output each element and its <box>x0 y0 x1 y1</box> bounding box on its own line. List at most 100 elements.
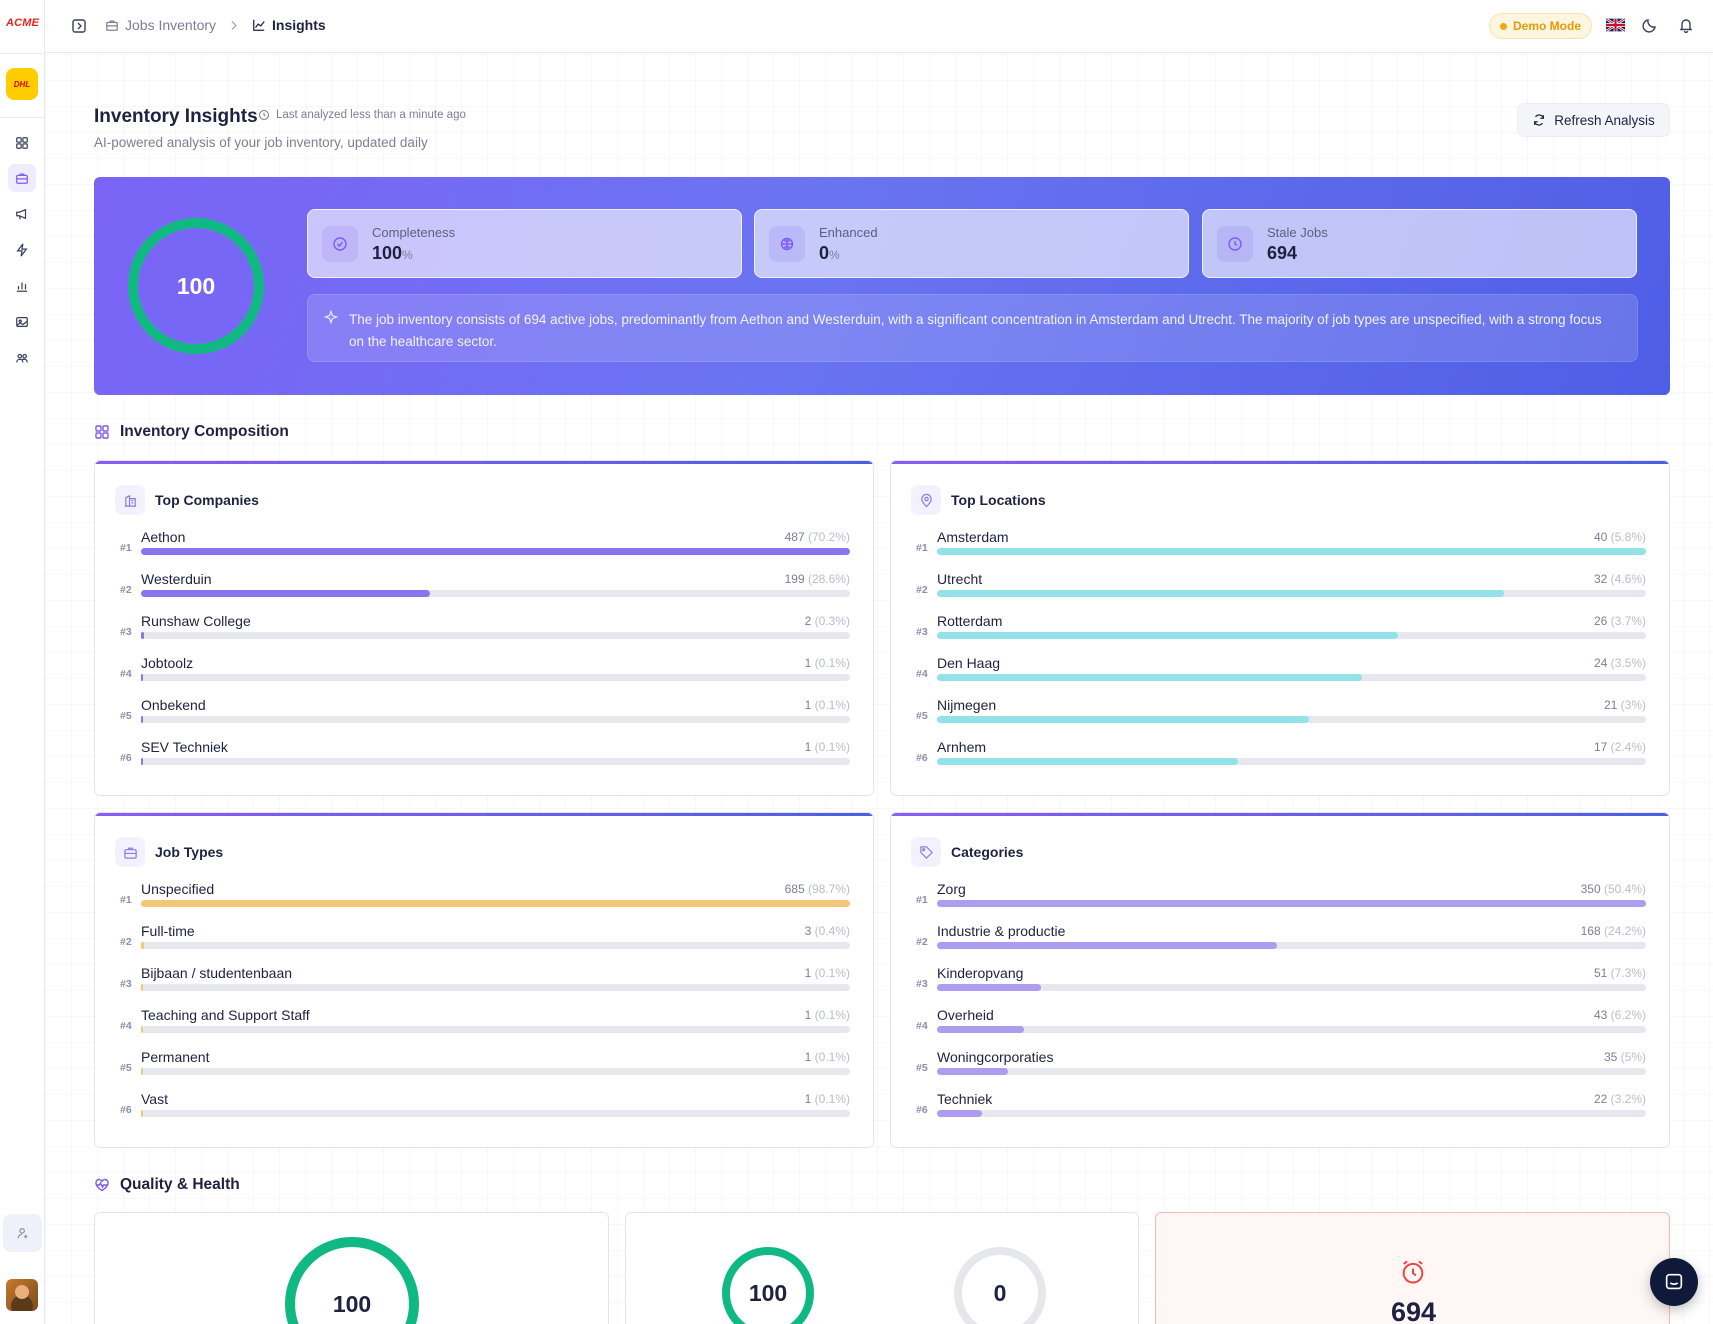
enhanced-label: Enhanced <box>819 225 878 240</box>
bar-chart-icon[interactable] <box>8 272 36 300</box>
progress-track <box>937 1068 1646 1075</box>
card-title: Job Types <box>115 837 223 867</box>
alarm-clock-icon <box>1402 1260 1424 1284</box>
rank: #2 <box>916 584 928 596</box>
item-count-value: 32 <box>1593 572 1608 586</box>
refresh-analysis-button[interactable]: Refresh Analysis <box>1517 103 1670 137</box>
chat-support-button[interactable] <box>1650 1258 1698 1306</box>
rank: #3 <box>120 626 132 638</box>
item-count: 1 (0.1%) <box>805 1050 850 1064</box>
card-title-text: Top Locations <box>951 492 1046 508</box>
rank: #4 <box>916 1020 928 1032</box>
composition-card-categories: Categories #1 Zorg 350 (50.4%) #2 Industrie &… <box>890 812 1670 1148</box>
list-item: #4 Jobtoolz 1 (0.1%) <box>120 655 850 697</box>
progress-fill <box>141 942 144 949</box>
progress-fill <box>937 984 1041 991</box>
item-count-value: 1 <box>804 698 812 712</box>
brand-logo-text: DHL <box>13 79 31 89</box>
list-item: #1 Zorg 350 (50.4%) <box>916 881 1646 923</box>
avatar[interactable] <box>6 1279 38 1311</box>
item-percent: (50.4%) <box>1603 882 1646 896</box>
add-user-icon[interactable] <box>3 1214 42 1252</box>
composition-card-top-companies: Top Companies #1 Aethon 487 (70.2%) #2 Wester… <box>94 460 874 796</box>
item-count-value: 2 <box>804 614 812 628</box>
progress-fill <box>141 548 850 555</box>
progress-track <box>141 1110 850 1117</box>
list-item: #3 Kinderopvang 51 (7.3%) <box>916 965 1646 1007</box>
item-count-value: 685 <box>784 882 805 896</box>
progress-fill <box>141 1026 144 1033</box>
brand-logo[interactable]: DHL <box>6 68 38 100</box>
list-item: #4 Teaching and Support Staff 1 (0.1%) <box>120 1007 850 1049</box>
item-name: Jobtoolz <box>141 655 194 671</box>
heart-pulse-icon <box>95 1178 109 1192</box>
card-title: Top Companies <box>115 485 259 515</box>
progress-track <box>141 632 850 639</box>
card-title-text: Categories <box>951 844 1024 860</box>
item-count: 17 (2.4%) <box>1594 740 1646 754</box>
progress-fill <box>937 900 1646 907</box>
progress-fill <box>937 674 1363 681</box>
demo-mode-label: Demo Mode <box>1513 19 1582 33</box>
list-item: #4 Overheid 43 (6.2%) <box>916 1007 1646 1049</box>
team-icon[interactable] <box>8 344 36 372</box>
rank: #1 <box>120 894 132 906</box>
item-count: 199 (28.6%) <box>785 572 850 586</box>
progress-track <box>141 900 850 907</box>
item-count: 3 (0.4%) <box>805 924 850 938</box>
rank: #1 <box>916 894 928 906</box>
refresh-analysis-label: Refresh Analysis <box>1554 112 1655 128</box>
item-percent: (6.2%) <box>1610 1008 1646 1022</box>
item-name: Amsterdam <box>937 529 1009 545</box>
card-title-text: Job Types <box>155 844 224 860</box>
check-circle-icon <box>322 226 358 262</box>
insights-hero-panel: 100 Completeness 100% Enhanced 0% Stale … <box>94 177 1670 395</box>
completeness-ring <box>722 1247 814 1324</box>
item-count-value: 487 <box>784 530 805 544</box>
list-item: #3 Runshaw College 2 (0.3%) <box>120 613 850 655</box>
clock-icon <box>258 109 270 121</box>
item-name: Overheid <box>937 1007 994 1023</box>
item-percent: (0.1%) <box>814 1050 850 1064</box>
progress-track <box>937 590 1646 597</box>
progress-track <box>937 758 1646 765</box>
enhanced-ring-value: 0 <box>993 1279 1007 1306</box>
rank: #4 <box>916 668 928 680</box>
image-gallery-icon[interactable] <box>8 308 36 336</box>
toggle-sidebar-icon[interactable] <box>71 18 87 34</box>
item-count: 1 (0.1%) <box>805 698 850 712</box>
item-percent: (7.3%) <box>1610 966 1646 980</box>
item-name: SEV Techniek <box>141 739 228 755</box>
moon-icon[interactable] <box>1642 17 1658 33</box>
topbar: Jobs Inventory Insights Demo Mode <box>45 0 1713 53</box>
building-icon <box>115 485 145 515</box>
item-count-value: 21 <box>1603 698 1618 712</box>
progress-track <box>141 984 850 991</box>
rank: #3 <box>916 978 928 990</box>
uk-flag-icon[interactable] <box>1606 18 1625 32</box>
completeness-stat-card: Completeness 100% <box>307 209 742 278</box>
item-name: Den Haag <box>937 655 1001 671</box>
last-analyzed: Last analyzed less than a minute ago <box>258 109 466 121</box>
breadcrumb-jobs-inventory[interactable]: Jobs Inventory <box>105 17 216 33</box>
lightning-icon[interactable] <box>8 236 36 264</box>
progress-track <box>141 716 850 723</box>
item-percent: (0.1%) <box>814 1092 850 1106</box>
briefcase-icon <box>106 20 118 31</box>
dashboard-icon[interactable] <box>8 129 36 157</box>
progress-fill <box>937 1110 982 1117</box>
briefcase-icon <box>115 837 145 867</box>
overall-score-ring <box>128 218 264 354</box>
progress-fill <box>937 716 1310 723</box>
progress-fill <box>141 590 431 597</box>
jobs-briefcase-icon[interactable] <box>8 164 36 192</box>
list-item: #2 Westerduin 199 (28.6%) <box>120 571 850 613</box>
rank: #2 <box>120 936 132 948</box>
item-name: Arnhem <box>937 739 987 755</box>
item-count-value: 199 <box>784 572 805 586</box>
last-analyzed-text: Last analyzed less than a minute ago <box>276 109 466 121</box>
sidebar-divider <box>0 117 45 118</box>
megaphone-icon[interactable] <box>8 200 36 228</box>
acme-logo[interactable]: ACME <box>6 17 40 29</box>
bell-icon[interactable] <box>1678 17 1694 33</box>
